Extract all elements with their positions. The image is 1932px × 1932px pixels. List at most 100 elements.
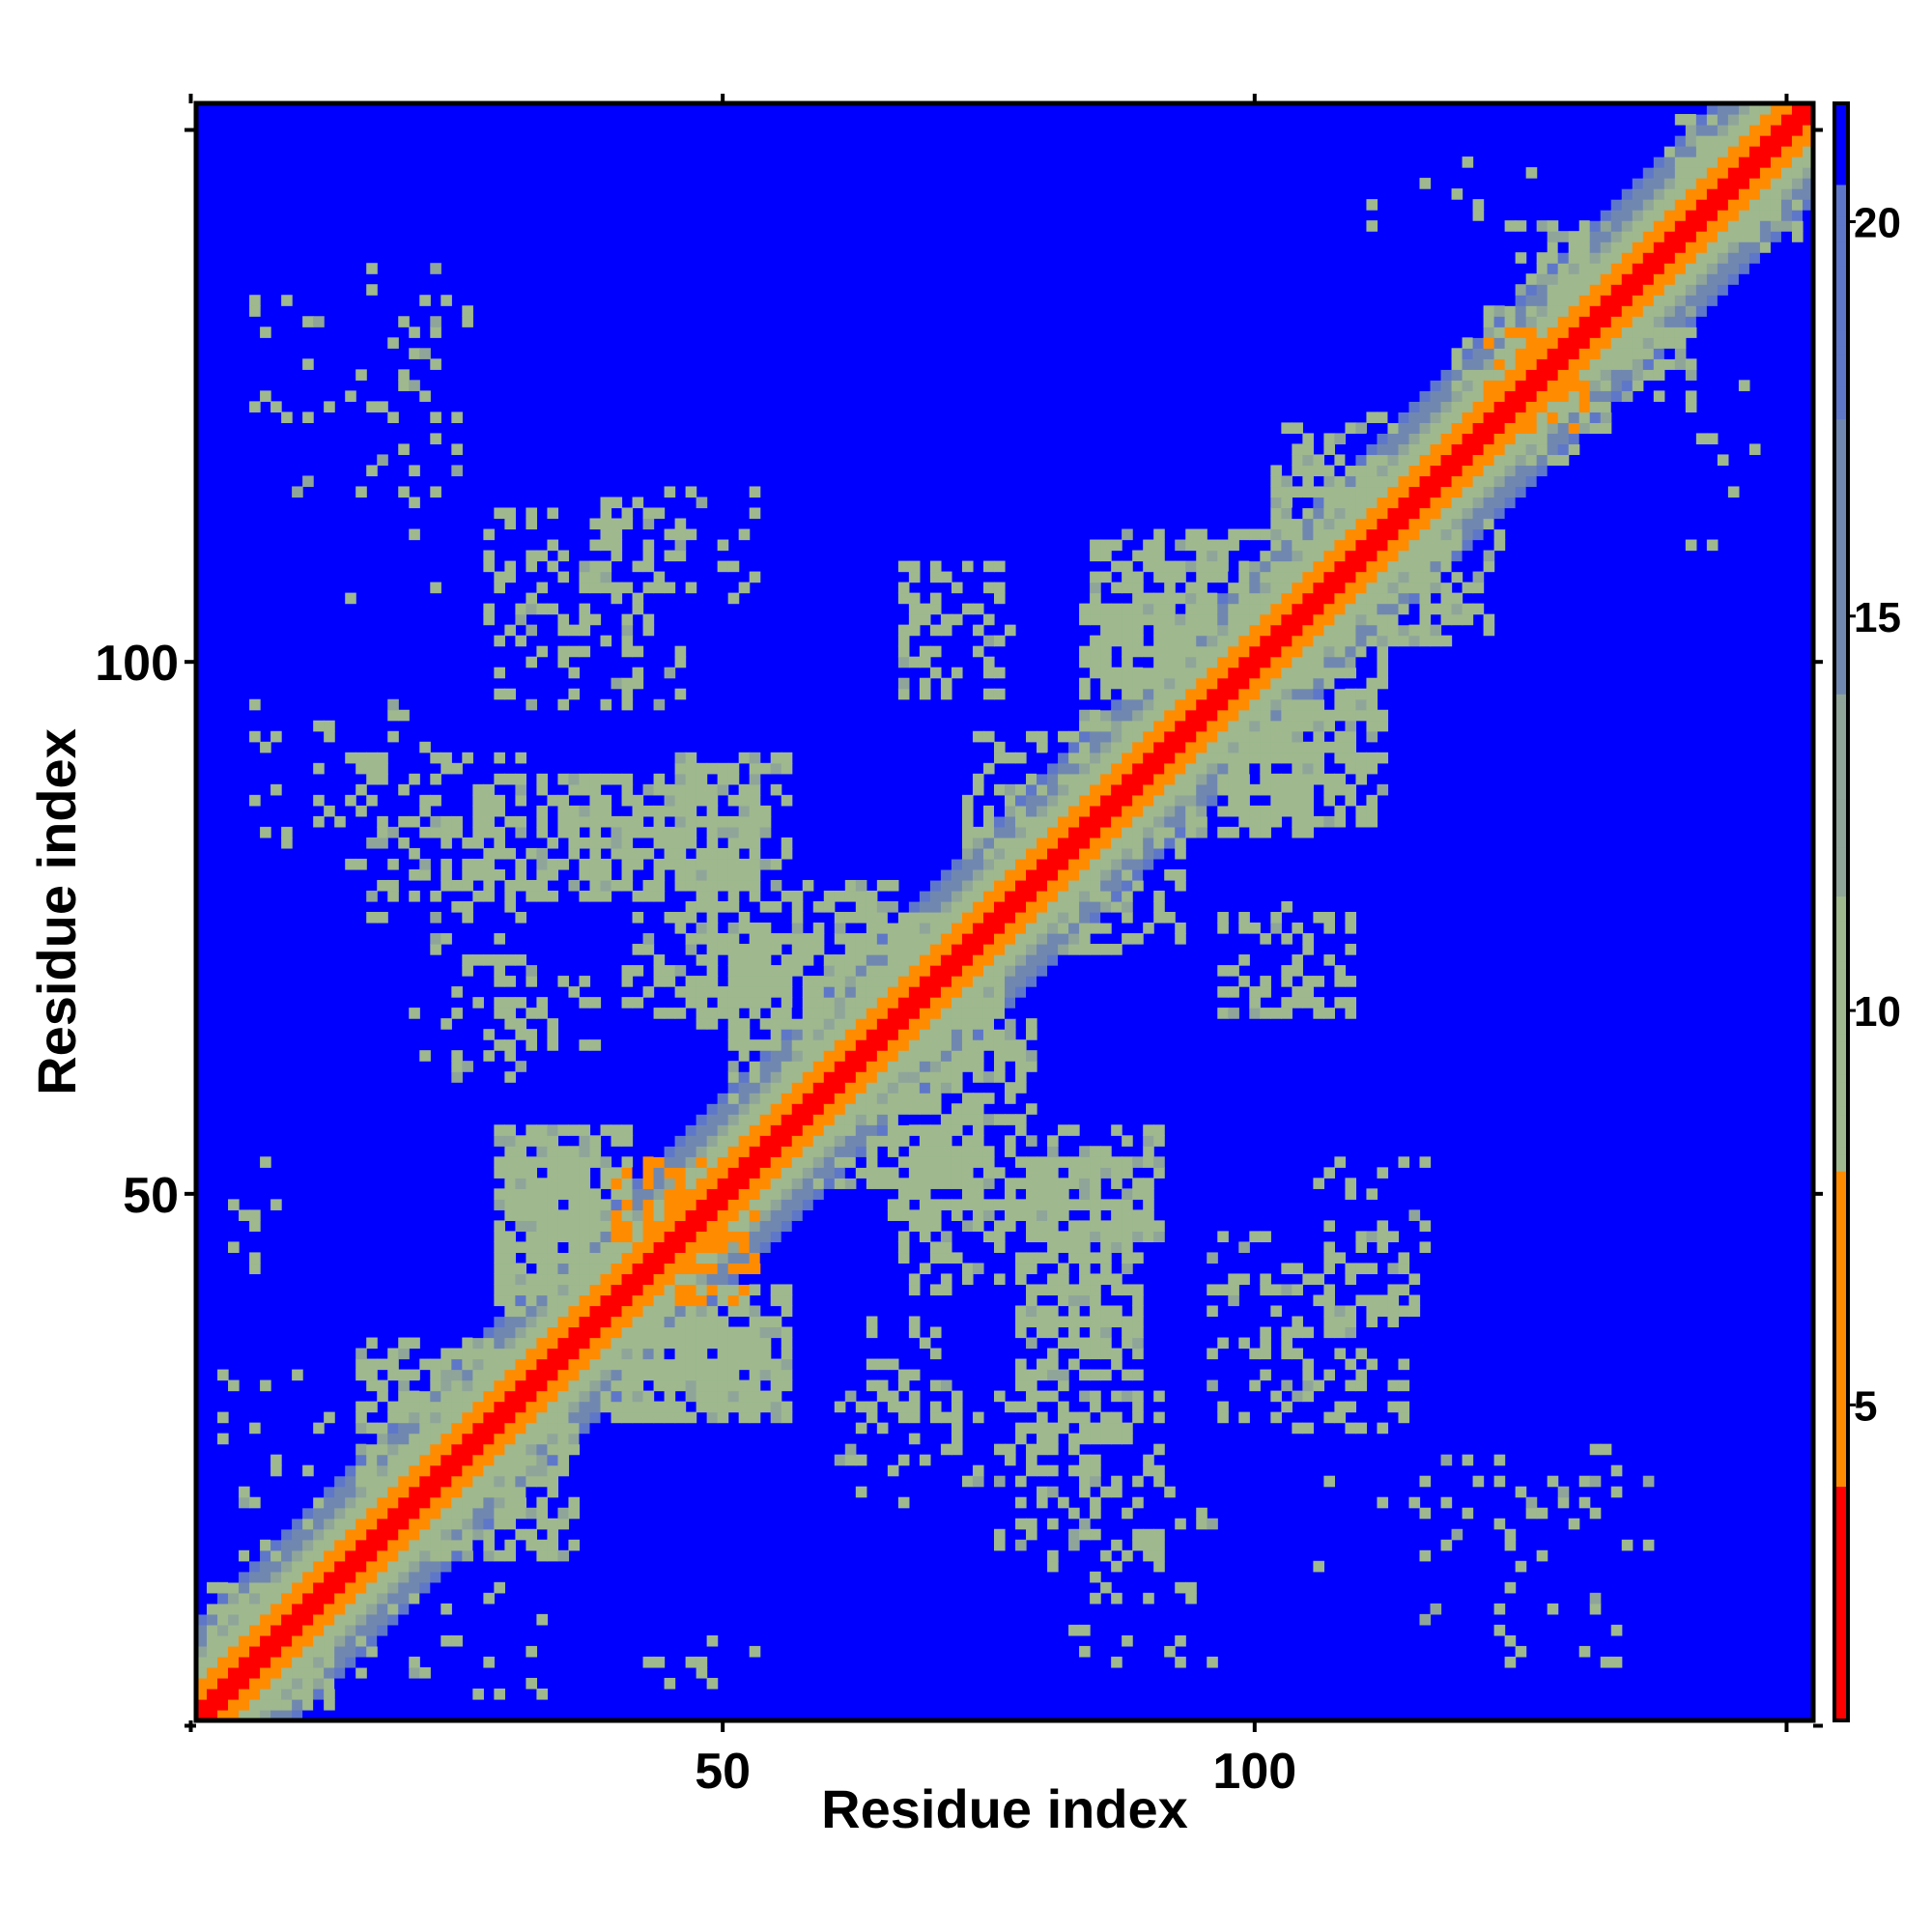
heatmap-cell bbox=[1313, 741, 1324, 753]
heatmap-cell bbox=[1292, 454, 1303, 467]
heatmap-cell bbox=[249, 1592, 261, 1605]
heatmap-cell bbox=[1015, 1039, 1027, 1051]
heatmap-cell bbox=[377, 912, 388, 923]
heatmap-cell bbox=[685, 1337, 697, 1350]
heatmap-cell bbox=[1122, 698, 1133, 711]
heatmap-cell bbox=[1281, 933, 1293, 945]
heatmap-cell bbox=[324, 1507, 335, 1520]
heatmap-cell bbox=[951, 976, 963, 987]
heatmap-cell bbox=[674, 837, 687, 849]
heatmap-cell bbox=[1196, 741, 1208, 753]
heatmap-cell bbox=[642, 560, 655, 573]
heatmap-cell bbox=[834, 1050, 846, 1062]
heatmap-cell bbox=[366, 1528, 378, 1541]
heatmap-cell bbox=[1547, 348, 1559, 359]
heatmap-cell bbox=[1143, 783, 1154, 796]
heatmap-cell bbox=[377, 1464, 388, 1477]
heatmap-cell bbox=[706, 1263, 719, 1275]
heatmap-cell bbox=[1068, 1231, 1080, 1242]
heatmap-cell bbox=[324, 1539, 335, 1551]
heatmap-cell bbox=[345, 794, 356, 807]
heatmap-cell bbox=[674, 815, 687, 828]
heatmap-cell bbox=[1345, 518, 1357, 530]
heatmap-cell bbox=[632, 603, 644, 615]
heatmap-cell bbox=[759, 1241, 772, 1254]
heatmap-cell bbox=[324, 1475, 335, 1488]
heatmap-cell bbox=[494, 1231, 505, 1242]
heatmap-cell bbox=[1419, 178, 1432, 189]
heatmap-cell bbox=[1493, 337, 1506, 349]
heatmap-cell bbox=[451, 762, 463, 775]
heatmap-cell bbox=[1111, 794, 1122, 807]
heatmap-cell bbox=[674, 1252, 687, 1264]
heatmap-cell bbox=[1217, 698, 1229, 711]
heatmap-cell bbox=[738, 1199, 751, 1210]
heatmap-cell bbox=[1440, 539, 1453, 552]
heatmap-cell bbox=[313, 316, 325, 327]
heatmap-cell bbox=[993, 1390, 1006, 1403]
heatmap-cell bbox=[855, 1114, 867, 1125]
heatmap-cell bbox=[1143, 1464, 1154, 1477]
heatmap-cell bbox=[664, 1220, 676, 1232]
heatmap-cell bbox=[1238, 923, 1250, 934]
heatmap-cell bbox=[1111, 1316, 1122, 1328]
heatmap-cell bbox=[1260, 603, 1271, 615]
heatmap-cell bbox=[1143, 741, 1154, 753]
heatmap-cell bbox=[483, 1369, 495, 1381]
heatmap-cell bbox=[823, 1082, 836, 1094]
heatmap-cell bbox=[1302, 1422, 1314, 1435]
heatmap-cell bbox=[579, 837, 591, 849]
heatmap-cell bbox=[313, 815, 325, 828]
heatmap-cell bbox=[377, 1624, 388, 1636]
heatmap-cell bbox=[1451, 188, 1463, 200]
heatmap-cell bbox=[1536, 295, 1548, 306]
heatmap-cell bbox=[1217, 603, 1229, 615]
heatmap-cell bbox=[483, 550, 495, 562]
heatmap-cell bbox=[302, 358, 314, 370]
heatmap-cell bbox=[1175, 709, 1186, 722]
heatmap-cell bbox=[1440, 560, 1453, 573]
heatmap-cell bbox=[1355, 422, 1368, 434]
heatmap-cell bbox=[600, 1411, 612, 1424]
heatmap-cell bbox=[1111, 1411, 1122, 1424]
heatmap-cell bbox=[1217, 645, 1229, 658]
heatmap-cell bbox=[908, 944, 921, 955]
heatmap-cell bbox=[1334, 741, 1347, 753]
heatmap-cell bbox=[653, 1220, 666, 1232]
heatmap-cell bbox=[366, 1560, 378, 1573]
heatmap-cell bbox=[430, 433, 441, 445]
heatmap-cell bbox=[940, 890, 952, 902]
heatmap-cell bbox=[1281, 805, 1293, 817]
heatmap-cell bbox=[1153, 730, 1165, 743]
heatmap-cell bbox=[908, 1209, 921, 1221]
heatmap-cell bbox=[1217, 762, 1229, 775]
heatmap-cell bbox=[270, 1464, 282, 1477]
heatmap-cell bbox=[770, 1358, 782, 1371]
heatmap-cell bbox=[1175, 783, 1186, 796]
heatmap-cell bbox=[1313, 976, 1324, 987]
heatmap-cell bbox=[823, 1018, 836, 1030]
heatmap-cell bbox=[1228, 741, 1239, 753]
heatmap-cell bbox=[1068, 773, 1080, 785]
heatmap-cell bbox=[781, 1050, 793, 1062]
heatmap-cell bbox=[993, 976, 1006, 987]
heatmap-cell bbox=[196, 1656, 208, 1668]
heatmap-cell bbox=[1111, 1284, 1122, 1296]
heatmap-cell bbox=[1068, 1464, 1080, 1477]
heatmap-cell bbox=[674, 1167, 687, 1179]
heatmap-cell bbox=[791, 900, 804, 913]
heatmap-cell bbox=[1005, 858, 1016, 870]
heatmap-cell bbox=[1143, 613, 1154, 626]
heatmap-cell bbox=[462, 1507, 473, 1520]
heatmap-cell bbox=[908, 1029, 921, 1040]
heatmap-cell bbox=[929, 954, 942, 966]
heatmap-cell bbox=[483, 815, 495, 828]
heatmap-cell bbox=[1026, 1188, 1037, 1200]
heatmap-cell bbox=[972, 1475, 984, 1488]
heatmap-cell bbox=[228, 1634, 240, 1647]
heatmap-cell bbox=[1568, 390, 1580, 402]
heatmap-cell bbox=[855, 1029, 867, 1040]
heatmap-cell bbox=[409, 1401, 420, 1413]
heatmap-cell bbox=[1334, 730, 1347, 743]
heatmap-cell bbox=[1090, 1422, 1101, 1435]
